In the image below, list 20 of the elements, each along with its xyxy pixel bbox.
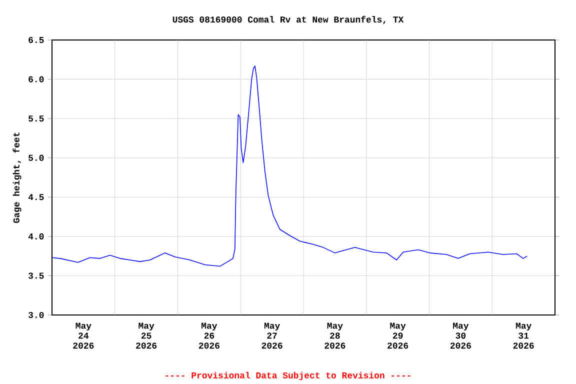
x-tick-label: May 25 2026 [136, 322, 157, 349]
x-tick-label: May 31 2026 [513, 322, 534, 349]
y-tick-label: 5.5 [28, 116, 44, 122]
y-tick-label: 4.5 [28, 194, 44, 200]
y-tick-label: 6.0 [28, 76, 44, 82]
x-tick-label: May 24 2026 [73, 322, 94, 349]
x-tick-label: May 26 2026 [198, 322, 220, 349]
y-tick-label: 3.0 [28, 312, 44, 318]
line-series [52, 66, 528, 267]
x-tick-label: May 27 2026 [262, 322, 282, 349]
x-tick-label: May 29 2026 [388, 322, 408, 349]
y-tick-label: 6.5 [28, 36, 44, 44]
y-tick-label: 3.5 [28, 272, 44, 279]
chart-title: USGS 08169000 Comal Rv at New Braunfels, TX [172, 16, 404, 24]
x-tick-label: May 28 2026 [324, 322, 346, 349]
text: ---- Provisional Data Subject to Revision ---- [166, 372, 410, 380]
y-axis-title: Gage height, feet [12, 132, 22, 223]
x-tick-label: May 30 2026 [450, 322, 471, 349]
y-tick-label: 4.0 [28, 233, 44, 240]
y-tick-label: 5.0 [28, 154, 44, 161]
